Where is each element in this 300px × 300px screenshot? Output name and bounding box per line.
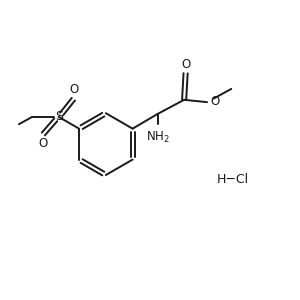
Text: O: O [210,95,219,108]
Text: O: O [69,83,79,96]
Text: NH$_2$: NH$_2$ [146,130,170,145]
Text: H−Cl: H−Cl [216,173,248,186]
Text: O: O [181,58,190,71]
Text: S: S [55,110,63,123]
Text: O: O [38,137,47,151]
